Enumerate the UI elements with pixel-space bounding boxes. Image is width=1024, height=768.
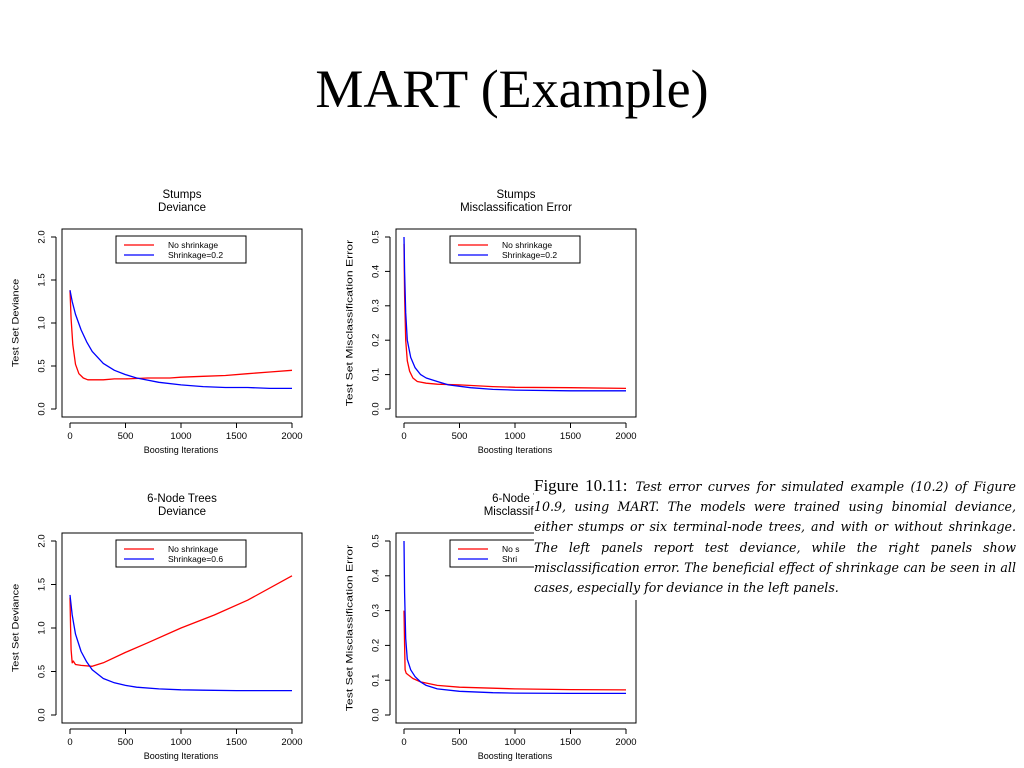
series-line-no-shrinkage [69,575,293,667]
y-tick-label: 0.5 [37,665,48,678]
chart-subtitle: Misclassification Error [460,202,572,214]
x-tick-label: 2000 [615,737,636,748]
legend-label: No shrinkage [502,240,552,250]
x-tick-label: 1000 [170,431,191,442]
x-tick-label: 500 [452,431,468,442]
y-tick-label: 0.5 [371,230,382,243]
chart-title: Stumps [497,189,536,201]
x-tick-label: 1500 [560,737,581,748]
figure-caption: Figure 10.11: Test error curves for simul… [534,476,1016,601]
y-tick-label: 0.5 [371,534,382,547]
x-tick-label: 1500 [560,431,581,442]
x-tick-label: 500 [118,431,134,442]
y-tick-label: 1.5 [37,578,48,591]
x-tick-label: 2000 [615,431,636,442]
chart-subtitle: Misclassifica [484,506,549,518]
legend-label: No shrinkage [168,544,218,554]
x-tick-label: 2000 [281,737,302,748]
plot-frame [61,532,303,724]
y-tick-label: 0.2 [371,639,382,652]
chart-subtitle: Deviance [158,506,206,518]
y-tick-label: 0.3 [371,604,382,617]
y-tick-label: 0.4 [371,569,382,582]
x-tick-label: 1000 [504,431,525,442]
x-axis-label: Boosting Iterations [144,445,219,455]
chart-title: 6-Node T [492,493,540,505]
y-tick-label: 0.4 [371,265,382,278]
y-tick-label: 0.0 [371,708,382,721]
y-tick-label: 1.0 [37,316,48,329]
legend-label: No s [502,544,519,554]
y-tick-label: 0.1 [371,674,382,687]
y-tick-label: 0.0 [371,402,382,415]
y-tick-label: 0.0 [37,402,48,415]
y-axis-label: Test Set Deviance [10,279,20,367]
y-tick-label: 0.5 [37,359,48,372]
y-axis-label: Test Set Misclassification Error [344,545,354,711]
y-tick-label: 2.0 [37,230,48,243]
series-line-shrinkage [403,540,626,695]
x-tick-label: 0 [67,737,72,748]
x-axis-label: Boosting Iterations [478,445,553,455]
y-tick-label: 0.3 [371,299,382,312]
legend-label: Shrinkage=0.2 [502,250,557,260]
legend-label: Shrinkage=0.2 [168,250,223,260]
series-line-no-shrinkage [403,610,627,691]
x-tick-label: 1000 [170,737,191,748]
chart-title: Stumps [163,189,202,201]
legend-box [115,539,247,568]
x-tick-label: 1000 [504,737,525,748]
x-tick-label: 0 [401,737,406,748]
slide-title: MART (Example) [315,59,709,119]
legend-label: Shri [502,554,517,564]
x-axis-label: Boosting Iterations [478,751,553,761]
plot-frame [395,228,637,418]
legend-label: Shrinkage=0.6 [168,554,223,564]
series-line-shrinkage [69,290,292,390]
caption-text: Test error curves for simulated example … [534,479,1016,596]
x-tick-label: 500 [118,737,134,748]
y-axis-label: Test Set Deviance [10,584,20,672]
y-tick-label: 1.0 [37,621,48,634]
chart-title: 6-Node Trees [147,493,217,505]
series-line-shrinkage [403,236,626,392]
x-axis-label: Boosting Iterations [144,751,219,761]
legend-box [449,235,581,264]
y-axis-label: Test Set Misclassification Error [344,240,354,406]
y-tick-label: 1.5 [37,273,48,286]
x-tick-label: 0 [67,431,72,442]
legend-box [115,235,247,264]
x-tick-label: 2000 [281,431,302,442]
y-tick-label: 0.2 [371,334,382,347]
y-tick-label: 2.0 [37,534,48,547]
y-tick-label: 0.0 [37,708,48,721]
x-tick-label: 1500 [226,737,247,748]
x-tick-label: 1500 [226,431,247,442]
x-tick-label: 0 [401,431,406,442]
y-tick-label: 0.1 [371,368,382,381]
plot-frame [61,228,303,418]
plot-frame [395,532,637,724]
series-line-no-shrinkage [69,290,293,381]
chart-subtitle: Deviance [158,202,206,214]
series-line-shrinkage [69,594,292,692]
series-line-no-shrinkage [403,243,627,390]
legend-label: No shrinkage [168,240,218,250]
x-tick-label: 500 [452,737,468,748]
caption-lead: Figure 10.11: [534,476,628,495]
